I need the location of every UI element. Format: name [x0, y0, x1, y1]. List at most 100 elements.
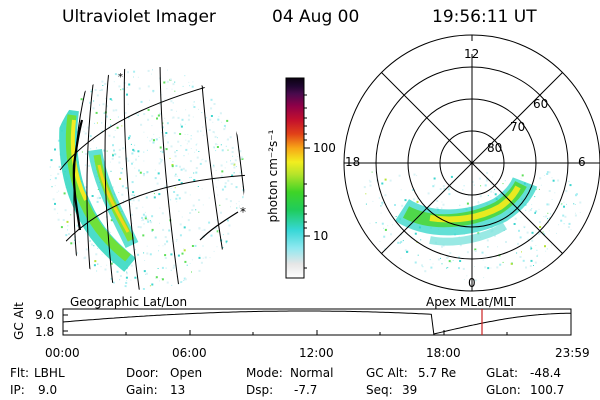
noise-pixel: [49, 166, 51, 168]
noise-pixel: [131, 194, 134, 197]
noise-pixel: [184, 278, 187, 281]
noise-pixel: [224, 185, 227, 188]
noise-pixel: [110, 170, 112, 172]
noise-pixel: [151, 73, 152, 75]
noise-pixel: [216, 246, 218, 248]
noise-pixel: [157, 268, 159, 269]
noise-pixel: [166, 88, 168, 90]
noise-pixel: [153, 196, 156, 199]
noise-pixel: [121, 168, 123, 170]
noise-pixel: [184, 75, 186, 77]
noise-pixel: [93, 264, 96, 267]
noise-pixel: [87, 126, 90, 129]
noise-pixel: [147, 108, 150, 111]
noise-pixel: [62, 219, 65, 221]
noise-pixel: [181, 216, 183, 218]
noise-pixel: [54, 185, 56, 187]
noise-pixel: [125, 187, 128, 189]
noise-pixel: [200, 99, 202, 101]
noise-pixel: [381, 201, 384, 204]
noise-pixel: [202, 134, 204, 136]
noise-pixel: [94, 122, 95, 124]
noise-pixel: [195, 167, 198, 170]
noise-pixel: [210, 107, 213, 110]
noise-pixel: [130, 205, 132, 207]
noise-pixel: [180, 123, 182, 125]
noise-pixel: [564, 215, 567, 218]
geo-aurora-mid: [65, 114, 131, 262]
noise-pixel: [154, 236, 157, 239]
noise-pixel: [493, 234, 496, 237]
noise-pixel: [54, 148, 56, 151]
noise-pixel: [175, 173, 177, 175]
noise-pixel: [234, 159, 237, 162]
noise-pixel: [140, 123, 143, 126]
noise-pixel: [496, 266, 499, 269]
noise-pixel: [172, 161, 174, 163]
noise-pixel: [144, 211, 146, 213]
noise-pixel: [551, 199, 553, 200]
noise-pixel: [400, 257, 402, 259]
altitude-ytick-low: 1.8: [35, 325, 55, 339]
noise-pixel: [560, 219, 563, 222]
noise-pixel: [135, 158, 137, 161]
noise-pixel: [113, 136, 115, 139]
noise-pixel: [152, 141, 155, 144]
noise-pixel: [89, 240, 91, 242]
observation-date: 04 Aug 00: [272, 7, 360, 27]
noise-pixel: [394, 204, 396, 206]
noise-pixel: [194, 244, 197, 247]
noise-pixel: [160, 158, 163, 161]
noise-pixel: [530, 247, 532, 250]
noise-pixel: [167, 141, 169, 144]
noise-pixel: [459, 204, 461, 206]
noise-pixel: [195, 144, 197, 146]
noise-pixel: [404, 199, 407, 202]
noise-pixel: [95, 111, 98, 114]
noise-pixel: [390, 218, 392, 220]
noise-pixel: [217, 137, 218, 139]
noise-pixel: [52, 198, 55, 201]
noise-pixel: [125, 281, 128, 284]
noise-pixel: [124, 285, 127, 288]
mlat-label-60: 60: [533, 97, 549, 111]
noise-pixel: [538, 208, 540, 210]
noise-pixel: [505, 241, 507, 243]
noise-pixel: [227, 219, 229, 222]
noise-pixel: [210, 115, 213, 117]
noise-pixel: [70, 242, 73, 245]
noise-pixel: [108, 230, 111, 233]
noise-pixel: [231, 174, 234, 177]
noise-pixel: [399, 242, 401, 244]
noise-pixel: [546, 171, 549, 174]
noise-pixel: [121, 185, 124, 188]
noise-pixel: [414, 232, 417, 235]
noise-pixel: [171, 165, 174, 168]
noise-pixel: [91, 243, 93, 246]
noise-pixel: [175, 164, 178, 167]
noise-pixel: [178, 197, 181, 200]
noise-pixel: [95, 253, 98, 256]
noise-pixel: [568, 222, 571, 225]
noise-pixel: [53, 208, 56, 211]
noise-pixel: [487, 195, 489, 197]
noise-pixel: [88, 164, 91, 167]
noise-pixel: [530, 245, 532, 247]
noise-pixel: [57, 172, 60, 175]
noise-pixel: [195, 149, 197, 151]
noise-pixel: [181, 252, 184, 255]
noise-pixel: [383, 235, 386, 238]
noise-pixel: [67, 229, 68, 231]
polar-aurora-diffuse: [429, 222, 508, 246]
noise-pixel: [381, 222, 384, 225]
noise-pixel: [192, 81, 194, 83]
altitude-ylabel: GC Alt: [12, 302, 26, 340]
star-icon: *: [240, 205, 246, 219]
noise-pixel: [369, 222, 371, 224]
noise-pixel: [67, 225, 69, 227]
noise-pixel: [550, 213, 552, 215]
noise-pixel: [60, 171, 62, 173]
noise-pixel: [448, 193, 451, 196]
noise-pixel: [548, 190, 551, 192]
noise-pixel: [165, 132, 168, 134]
